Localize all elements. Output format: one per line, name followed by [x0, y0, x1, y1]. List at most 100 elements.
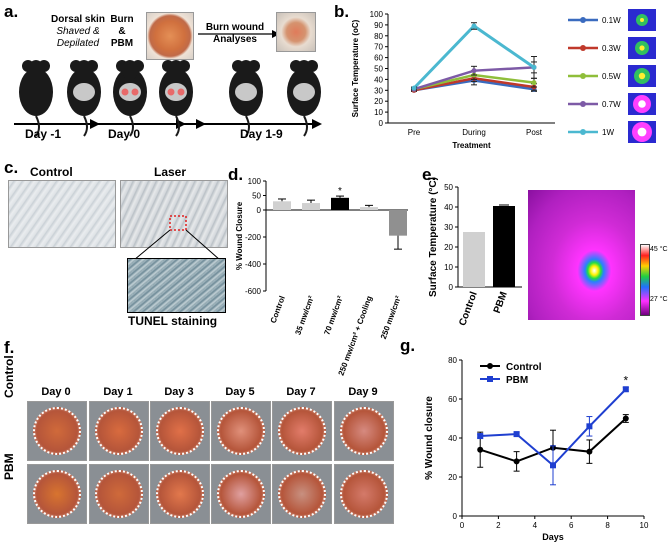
e-y-tick-label: 50 [444, 183, 453, 192]
b-legend-label: 0.7W [602, 100, 621, 109]
wound-photo [150, 401, 210, 461]
day1-9-label: Day 1-9 [240, 127, 283, 141]
panel-a-diagram [14, 30, 322, 137]
step1-line3: Depilated [56, 38, 100, 49]
tunel-zoom-image [127, 258, 226, 313]
mouse-icon [67, 60, 101, 137]
mouse-tail [245, 115, 250, 137]
b-legend-label: 0.3W [602, 44, 621, 53]
wound-outline [33, 470, 81, 518]
b-y-tick-label: 100 [370, 10, 384, 19]
mouse-tail [175, 115, 180, 137]
g-x-tick-label: 0 [460, 521, 465, 530]
mouse-tail [35, 115, 40, 137]
burn-photo [146, 12, 194, 60]
step2-text: Burn & PBM [104, 14, 140, 50]
step1-text: Dorsal skin Shaved & Depilated [38, 14, 118, 50]
g-y-tick-label: 60 [448, 395, 457, 404]
mouse-head [168, 60, 184, 80]
b-y-tick-label: 20 [374, 97, 383, 106]
b-y-tick-label: 60 [374, 54, 383, 63]
row-label-control: Control [2, 355, 16, 398]
control-histology [8, 180, 116, 248]
panel-f-label: f. [4, 338, 15, 357]
thermal-scale-max: 45 °C [650, 246, 668, 253]
d-x-tick-label: Control [269, 295, 287, 325]
g-y-tick-label: 80 [448, 356, 457, 365]
d-bar [389, 210, 407, 236]
g-data-point [622, 386, 629, 393]
wound-outline [217, 407, 265, 455]
timeline-arrow-4 [312, 119, 322, 129]
b-y-tick-label: 40 [374, 75, 383, 84]
wound-outline [278, 407, 326, 455]
panel-g-label: g. [400, 336, 416, 355]
zoom-box [169, 215, 187, 231]
mice-group [19, 60, 321, 137]
b-data-point [531, 80, 537, 86]
b-legend-thermal-thumb [628, 37, 656, 59]
burn-spot [177, 88, 185, 96]
b-legend-thermal-thumb [628, 9, 656, 31]
mouse-head [28, 60, 44, 80]
b-x-tick-label: Post [526, 128, 543, 137]
b-y-tick-label: 0 [379, 119, 384, 128]
b-y-tick-label: 90 [374, 21, 383, 30]
zoom-line-1 [133, 229, 171, 261]
mouse-head [76, 60, 92, 80]
step2-line3: PBM [110, 38, 134, 49]
mouse-tail [303, 115, 308, 137]
step1-title: Dorsal skin [51, 14, 105, 25]
day-header: Day 5 [225, 386, 255, 398]
wound-outline [95, 470, 143, 518]
b-legend-marker [580, 45, 586, 51]
mouse-tail [83, 115, 88, 137]
wound-photo [27, 401, 87, 461]
wound-photo [276, 12, 316, 52]
b-legend-marker [580, 17, 586, 23]
step3-text: Burn wound Analyses [196, 22, 274, 46]
shaved-area [119, 83, 141, 101]
wound-outline [156, 470, 204, 518]
thermal-scale-min: 27 °C [650, 296, 668, 303]
burn-spot [131, 88, 139, 96]
step2-line1: Burn [110, 14, 134, 25]
wound-outline [156, 407, 204, 455]
wound-photo [89, 464, 149, 524]
wound-photo [334, 464, 394, 524]
d-bar [302, 203, 320, 210]
g-legend-label: Control [506, 362, 542, 373]
b-y-tick-label: 80 [374, 32, 383, 41]
row-label-pbm: PBM [2, 453, 16, 480]
b-y-tick-label: 50 [374, 65, 383, 74]
mouse-body [19, 68, 53, 116]
mouse-icon [287, 60, 321, 137]
mouse-icon [229, 60, 263, 137]
mouse-tail [129, 115, 134, 137]
b-legend-thermal-thumb [628, 93, 656, 115]
g-data-point [622, 415, 629, 422]
d-y-tick-label: 50 [252, 192, 261, 201]
b-legend-marker [580, 101, 586, 107]
mouse-head [122, 60, 138, 80]
b-legend-label: 1W [602, 128, 614, 137]
g-x-tick-label: 6 [569, 521, 574, 530]
b-legend-thermal-thumb [628, 121, 656, 143]
b-data-point [471, 23, 477, 29]
chart-d: 100 50 0 -200 -400 -600 % Wound Closure Control… [235, 177, 408, 377]
wound-photo [272, 464, 332, 524]
e-bar [463, 232, 485, 287]
d-significance-mark: * [338, 186, 342, 197]
wound-outline [217, 470, 265, 518]
wound-outline [278, 470, 326, 518]
g-y-tick-label: 40 [448, 434, 457, 443]
d-y-tick-label: -400 [245, 260, 262, 269]
d-y-tick-label: -200 [245, 233, 262, 242]
g-legend-marker [487, 376, 493, 382]
e-bar [493, 206, 515, 287]
e-y-axis-title: Surface Temperature (°C) [428, 177, 439, 297]
b-data-point [471, 68, 477, 74]
g-data-point [513, 431, 520, 438]
g-legend-marker [487, 363, 493, 369]
